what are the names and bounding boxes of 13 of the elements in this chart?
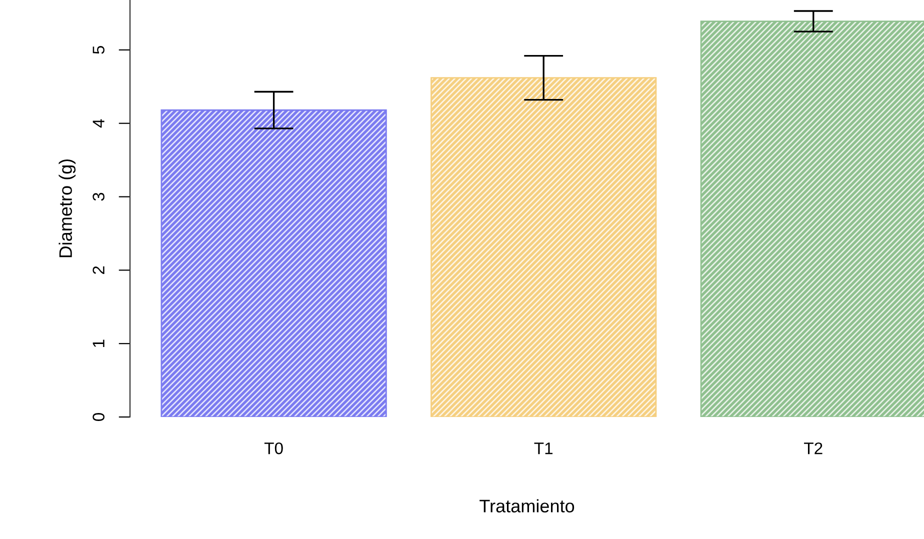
x-tick-label: T0 bbox=[264, 442, 283, 454]
y-tick-label: 4 bbox=[92, 119, 104, 128]
bar bbox=[160, 109, 387, 417]
y-tick-label: 3 bbox=[92, 192, 104, 201]
y-tick-label: 0 bbox=[92, 413, 104, 421]
bar bbox=[430, 77, 657, 417]
x-tick-label: T2 bbox=[804, 442, 822, 454]
x-tick-label: T1 bbox=[534, 442, 553, 454]
y-tick-label: 2 bbox=[92, 266, 104, 274]
y-tick-label: 5 bbox=[92, 46, 104, 54]
x-axis-title: Tratamiento bbox=[480, 499, 574, 512]
y-axis-title: Diametro (g) bbox=[58, 159, 76, 258]
y-tick-label: 1 bbox=[92, 340, 104, 347]
